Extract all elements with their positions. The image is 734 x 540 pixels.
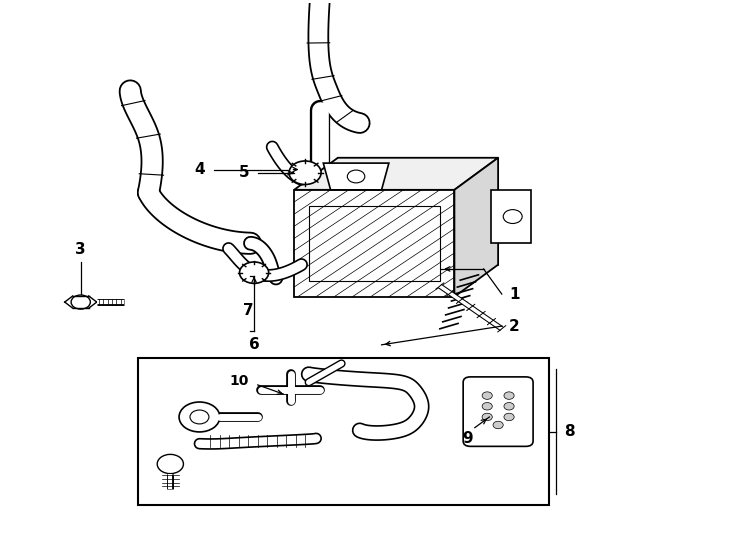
Circle shape [504, 392, 514, 400]
Text: 3: 3 [76, 241, 86, 256]
Polygon shape [491, 190, 531, 244]
Text: 8: 8 [564, 424, 574, 439]
Text: 2: 2 [509, 319, 520, 334]
Text: 6: 6 [249, 337, 259, 352]
Text: 10: 10 [230, 374, 249, 388]
FancyBboxPatch shape [463, 377, 533, 447]
Text: 1: 1 [509, 287, 520, 301]
Circle shape [71, 295, 90, 309]
Circle shape [482, 402, 493, 410]
Circle shape [157, 454, 184, 474]
Circle shape [504, 413, 514, 421]
Circle shape [493, 421, 504, 429]
Text: 4: 4 [195, 162, 206, 177]
Text: 7: 7 [244, 302, 254, 318]
Circle shape [482, 392, 493, 400]
Text: 5: 5 [239, 165, 249, 180]
Polygon shape [294, 158, 498, 190]
Circle shape [289, 161, 321, 185]
Circle shape [504, 402, 514, 410]
Circle shape [179, 402, 220, 432]
Circle shape [482, 413, 493, 421]
Circle shape [504, 210, 522, 224]
Polygon shape [323, 163, 389, 190]
Circle shape [239, 262, 269, 284]
Bar [309, 206, 440, 281]
Polygon shape [454, 158, 498, 296]
Circle shape [347, 170, 365, 183]
Polygon shape [294, 190, 454, 296]
Circle shape [190, 410, 209, 424]
Bar [137, 358, 549, 505]
Polygon shape [338, 158, 498, 265]
Text: 9: 9 [462, 431, 473, 447]
